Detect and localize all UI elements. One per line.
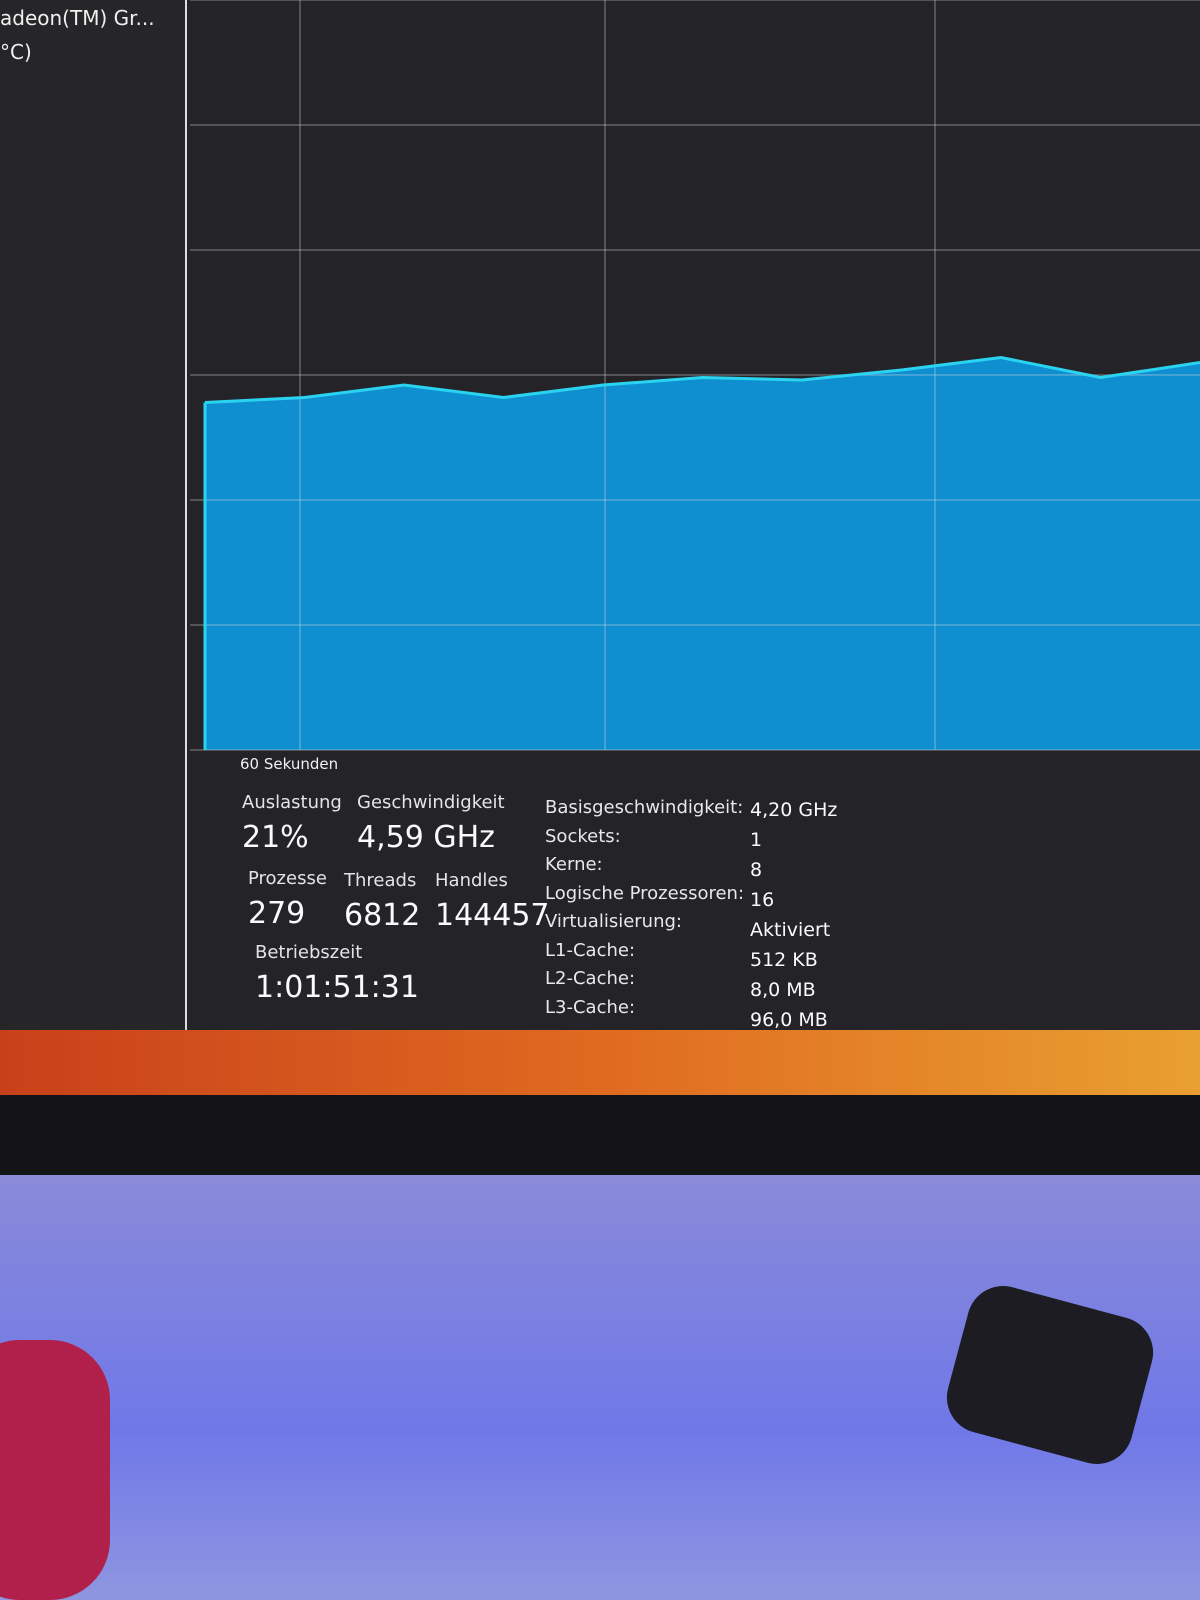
stat-value: 1:01:51:31 [255, 970, 419, 1005]
sidebar-text: adeon(TM) Gr... [0, 6, 155, 30]
detail-key: L3-Cache: [545, 996, 636, 1018]
detail-key: Sockets: [545, 825, 621, 847]
detail-key: Basisgeschwindigkeit: [545, 797, 744, 818]
sidebar [0, 0, 187, 1040]
stat-label: Betriebszeit [255, 942, 363, 963]
mouse [0, 1340, 110, 1600]
stat-value: 144457 [435, 898, 550, 933]
cpu-line [204, 355, 1200, 404]
graph-label: 60 Sekunden [240, 755, 339, 773]
detail-key: Virtualisierung: [545, 911, 682, 932]
detail-value: 16 [750, 889, 775, 911]
detail-value: 512 KB [750, 949, 818, 971]
detail-key: L1-Cache: [545, 939, 636, 961]
cpu-area [205, 357, 1200, 750]
detail-key: L2-Cache: [545, 968, 636, 989]
stat-label: Handles [435, 870, 508, 891]
stat-label: Threads [344, 870, 417, 891]
stat-value: 21% [242, 820, 309, 855]
detail-value: 96,0 MB [750, 1009, 828, 1031]
stat-label: Auslastung [242, 792, 342, 813]
stat-label: Geschwindigkeit [357, 792, 505, 813]
stat-value: 6812 [344, 898, 421, 933]
detail-key: Kerne: [545, 854, 603, 875]
stat-value: 279 [248, 896, 306, 931]
bezel-orange [0, 1030, 1200, 1095]
detail-value: 1 [750, 829, 763, 851]
detail-key: Logische Prozessoren: [545, 882, 745, 904]
detail-value: Aktiviert [750, 919, 831, 941]
stat-value: 4,59 GHz [357, 820, 495, 855]
stat-label: Prozesse [248, 868, 327, 889]
bezel [0, 1095, 1200, 1175]
detail-value: 8,0 MB [750, 979, 816, 1001]
cpu-graph [190, 0, 1200, 751]
detail-value: 8 [750, 859, 763, 881]
sidebar-text: °C) [0, 40, 32, 64]
detail-value: 4,20 GHz [750, 799, 838, 821]
